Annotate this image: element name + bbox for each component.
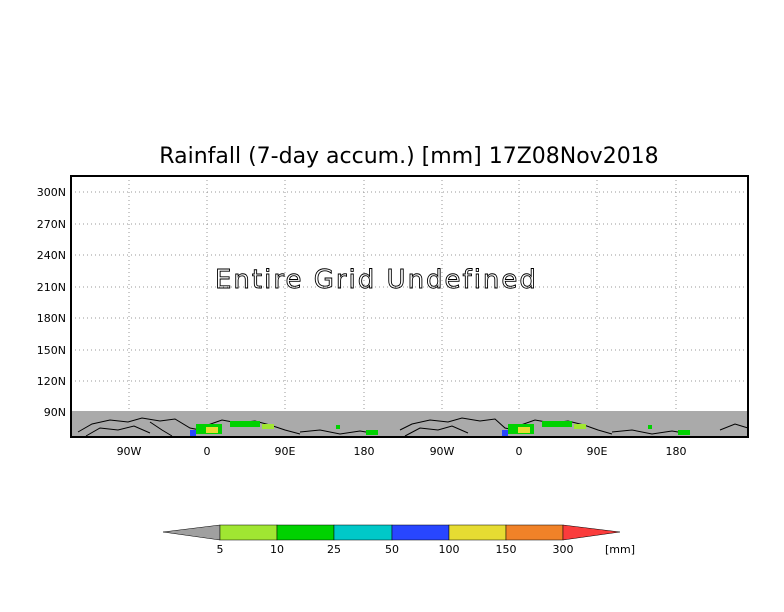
colorbar-label: 50 [385,543,399,556]
colorbar-high-arrow [562,524,621,541]
y-tick-label: 240N [37,249,66,262]
colorbar-label: 300 [553,543,574,556]
y-tick-label: 270N [37,218,66,231]
undefined-grid-annotation: Entire Grid Undefined [215,265,538,295]
colorbar-segment [333,524,393,541]
y-tick-label: 150N [37,344,66,357]
plot-frame [70,175,749,438]
colorbar-segment [505,524,564,541]
x-tick-label: 0 [204,445,211,458]
x-tick-label: 90W [117,445,142,458]
coastline-pattern [77,417,749,437]
x-axis-ticks: 90W 0 90E 180 90W 0 90E 180 [117,445,687,458]
rainfall-patches [190,421,690,436]
y-tick-label: 120N [37,375,66,388]
grid [71,176,748,411]
x-tick-label: 0 [516,445,523,458]
y-axis-ticks: 300N 270N 240N 210N 180N 150N 120N 90N [37,186,66,419]
colorbar-segment [219,524,278,541]
colorbar: 5 10 25 50 100 150 300 [mm] [162,524,635,556]
x-tick-label: 90E [587,445,608,458]
colorbar-segment [391,524,450,541]
colorbar-segment [448,524,507,541]
x-tick-label: 180 [666,445,687,458]
colorbar-label: 100 [439,543,460,556]
chart-title: Rainfall (7-day accum.) [mm] 17Z08Nov201… [159,144,658,169]
colorbar-label: 150 [496,543,517,556]
y-tick-label: 210N [37,281,66,294]
plot-area [71,176,748,437]
y-tick-label: 300N [37,186,66,199]
colorbar-unit: [mm] [605,543,635,556]
y-tick-label: 180N [37,312,66,325]
colorbar-label: 10 [270,543,284,556]
x-tick-label: 90E [275,445,296,458]
x-tick-label: 90W [430,445,455,458]
colorbar-low-arrow [162,524,221,541]
colorbar-label: 25 [327,543,341,556]
colorbar-label: 5 [217,543,224,556]
y-tick-label: 90N [44,406,66,419]
x-tick-label: 180 [354,445,375,458]
colorbar-segment [276,524,335,541]
